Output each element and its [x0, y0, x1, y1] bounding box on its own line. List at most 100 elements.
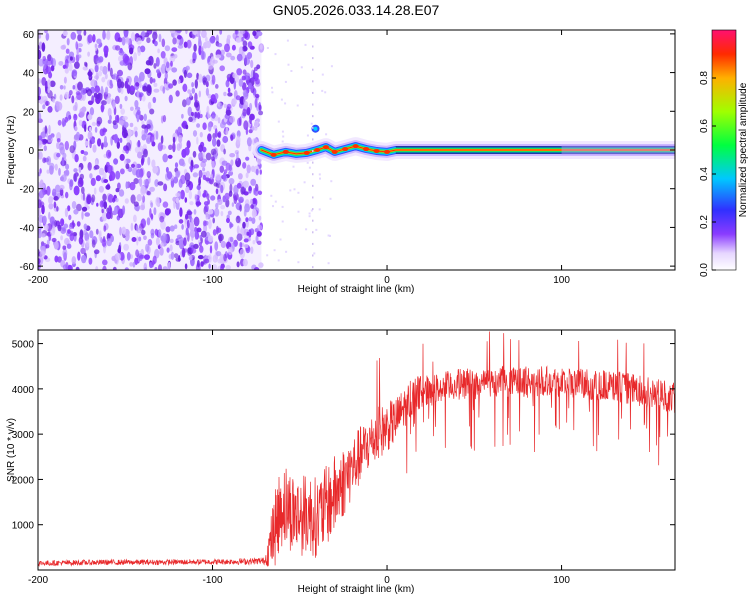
noise-speckle — [154, 40, 158, 47]
noise-speckle — [220, 240, 227, 249]
noise-speckle — [139, 93, 142, 102]
noise-speckle — [287, 63, 290, 66]
noise-speckle — [217, 131, 222, 139]
noise-speckle — [181, 148, 187, 158]
noise-speckle — [72, 85, 76, 90]
noise-speckle — [245, 127, 249, 135]
noise-speckle — [200, 261, 204, 267]
noise-speckle — [311, 45, 314, 48]
noise-speckle — [297, 191, 300, 194]
noise-speckle — [104, 33, 109, 39]
noise-speckle — [219, 165, 225, 173]
noise-speckle — [138, 76, 142, 84]
noise-speckle — [151, 159, 156, 168]
noise-speckle — [101, 208, 104, 214]
colorbar-tick-label: 0.6 — [699, 119, 710, 133]
noise-speckle — [112, 120, 117, 126]
noise-speckle — [229, 115, 235, 124]
noise-speckle — [81, 254, 87, 264]
noise-speckle — [238, 78, 244, 87]
noise-speckle — [296, 104, 299, 107]
noise-speckle — [101, 238, 107, 247]
noise-speckle — [280, 98, 283, 101]
noise-speckle — [247, 82, 253, 90]
noise-speckle — [175, 197, 180, 204]
noise-speckle — [202, 122, 207, 130]
noise-speckle — [102, 172, 107, 181]
noise-speckle — [122, 205, 126, 215]
noise-speckle — [118, 49, 125, 56]
noise-speckle — [48, 196, 53, 205]
noise-speckle — [217, 101, 221, 107]
noise-speckle — [69, 233, 75, 242]
noise-speckle — [205, 152, 212, 161]
noise-speckle — [57, 119, 62, 126]
noise-speckle — [164, 45, 171, 52]
noise-speckle — [112, 100, 116, 110]
noise-speckle — [88, 257, 93, 265]
noise-speckle — [226, 217, 230, 224]
noise-speckle — [231, 202, 235, 207]
noise-speckle — [98, 231, 101, 241]
noise-speckle — [205, 170, 210, 178]
noise-speckle — [49, 216, 55, 225]
spectrogram-y-tick-label: -40 — [20, 223, 35, 234]
noise-speckle — [231, 98, 237, 105]
noise-speckle — [244, 244, 249, 249]
noise-speckle — [152, 78, 156, 83]
noise-speckle — [141, 229, 146, 236]
noise-speckle — [57, 256, 62, 263]
noise-speckle — [207, 122, 212, 132]
noise-speckle — [238, 173, 243, 180]
noise-speckle — [62, 121, 66, 127]
noise-speckle — [123, 121, 129, 128]
noise-speckle — [136, 109, 141, 115]
noise-speckle — [64, 237, 70, 246]
spectrogram-noise-region — [38, 30, 333, 270]
chart-title: GN05.2026.033.14.28.E07 — [273, 2, 440, 18]
noise-speckle — [311, 208, 314, 211]
noise-speckle — [172, 37, 177, 45]
noise-speckle — [236, 135, 241, 145]
noise-speckle — [186, 140, 191, 149]
noise-speckle — [284, 80, 287, 83]
noise-speckle — [125, 181, 128, 189]
noise-speckle — [69, 180, 73, 191]
snr-x-tick-label: 0 — [384, 575, 390, 586]
noise-speckle — [212, 133, 216, 139]
noise-speckle — [207, 61, 214, 70]
noise-speckle — [223, 253, 227, 262]
noise-speckle — [149, 76, 153, 84]
snr-y-ticks: 1000 2000 3000 4000 5000 — [12, 340, 675, 532]
noise-speckle — [153, 63, 157, 69]
noise-speckle — [238, 46, 244, 56]
noise-speckle — [60, 227, 67, 234]
noise-speckle — [104, 135, 107, 145]
noise-speckle — [119, 153, 125, 161]
noise-speckle — [246, 52, 253, 59]
noise-speckle — [68, 90, 73, 96]
noise-speckle — [234, 30, 239, 36]
noise-speckle — [48, 232, 52, 242]
noise-speckle — [207, 133, 212, 142]
noise-speckle — [71, 95, 75, 104]
colorbar: 0.0 0.2 0.4 0.6 0.8 Normalized spectral ampl… — [699, 29, 749, 277]
noise-speckle — [59, 188, 64, 196]
noise-speckle — [136, 194, 142, 202]
track-hotspot — [342, 147, 349, 152]
noise-speckle — [190, 165, 193, 173]
noise-speckle — [193, 43, 197, 53]
noise-speckle — [136, 207, 140, 212]
noise-speckle — [99, 65, 104, 71]
snr-x-tick-label: -200 — [28, 575, 48, 586]
noise-speckle — [139, 254, 145, 259]
noise-speckle — [227, 87, 231, 93]
noise-speckle — [193, 216, 200, 227]
noise-speckle — [64, 59, 69, 69]
noise-speckle — [117, 37, 123, 43]
track-tail-halo — [561, 145, 675, 155]
noise-speckle — [164, 72, 168, 80]
noise-speckle — [137, 47, 142, 57]
noise-speckle — [308, 212, 311, 215]
noise-speckle — [247, 41, 253, 48]
